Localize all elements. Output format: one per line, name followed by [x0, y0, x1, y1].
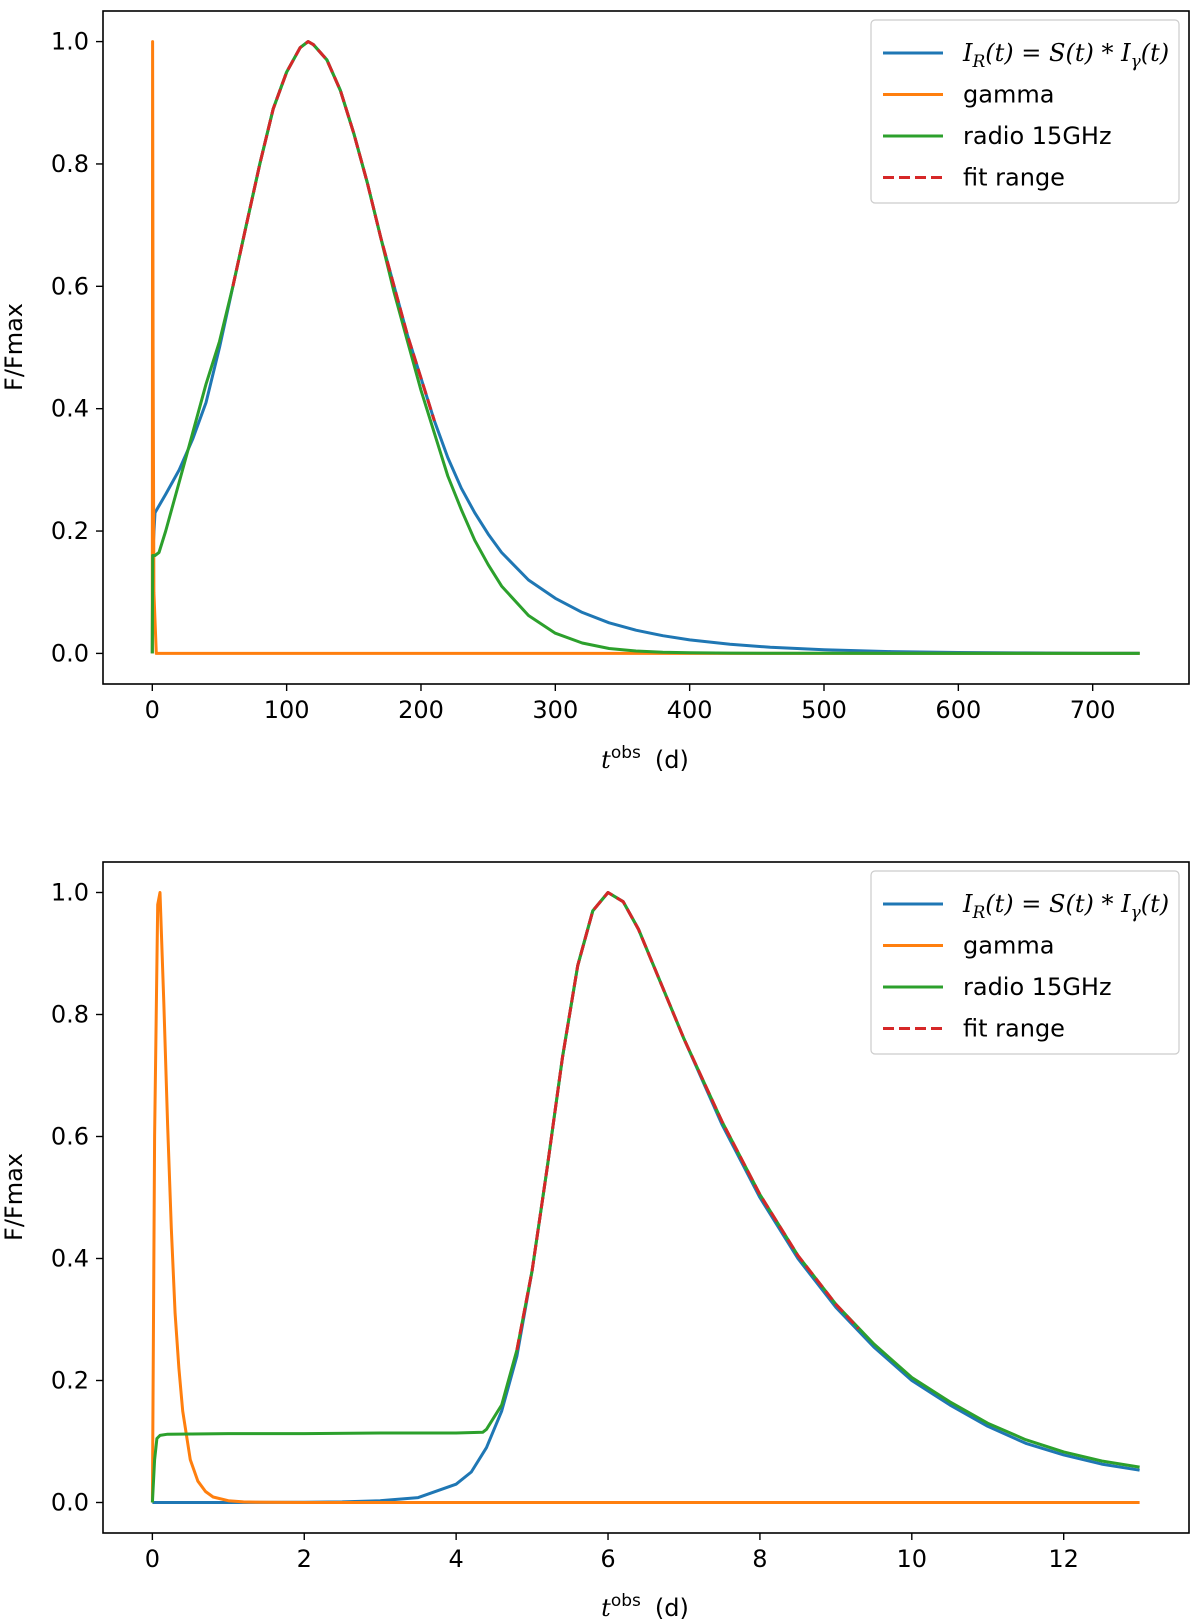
y-tick-label: 0.8 [51, 150, 89, 178]
legend-label: fit range [963, 164, 1065, 192]
legend-label: gamma [963, 81, 1054, 109]
axis-ticks: 0 100 200 300 400 500 600 700 0.0 0.2 0.4 0.6 0.8 1.0 [51, 28, 1116, 724]
y-tick-label: 0.6 [51, 272, 89, 300]
x-axis-label-sup: obs [611, 1591, 641, 1611]
x-tick-label: 200 [398, 696, 444, 724]
x-tick-label: 400 [667, 696, 713, 724]
series-line-gamma [150, 40, 1140, 655]
x-tick-label: 10 [897, 1545, 928, 1573]
x-tick-label: 300 [532, 696, 578, 724]
legend-label-part: I [962, 39, 973, 67]
x-tick-label: 0 [145, 696, 160, 724]
series-line-gamma [150, 891, 1140, 1504]
series-group [150, 891, 1140, 1504]
legend-label-part: (t) [1141, 890, 1169, 918]
x-tick-label: 2 [297, 1545, 312, 1573]
bottom-panel: 0 2 4 6 8 10 12 0.0 0.2 0.4 0.6 0.8 1.0 IR(t) = S(t)… [0, 861, 1190, 1622]
y-tick-label: 0.2 [51, 517, 89, 545]
series-line-fit-range [515, 891, 860, 1351]
y-tick-label: 1.0 [51, 28, 89, 56]
x-axis-label-main: t [601, 1594, 611, 1622]
legend-label-part: I [962, 890, 973, 918]
series-group [150, 40, 1140, 655]
x-tick-label: 8 [752, 1545, 767, 1573]
x-tick-label: 600 [935, 696, 981, 724]
legend: IR(t) = S(t) * Iγ(t) gamma radio 15GHz fit … [870, 19, 1180, 204]
x-axis-label-main: t [601, 746, 611, 774]
legend-label-part: (t) [1141, 39, 1169, 67]
legend-label-part: (t) = S(t) * I [985, 890, 1131, 918]
legend-label: IR(t) = S(t) * Iγ(t) [962, 39, 1169, 72]
plot-frame [102, 10, 1190, 685]
y-tick-label: 0.0 [51, 639, 89, 667]
y-tick-label: 0.6 [51, 1123, 89, 1151]
x-axis-label-sup: obs [611, 743, 641, 763]
series-line-radio-15ghz [150, 40, 1140, 655]
legend-label: fit range [963, 1015, 1065, 1043]
x-tick-label: 500 [801, 696, 847, 724]
legend-label-part: γ [1131, 52, 1142, 72]
x-tick-label: 100 [264, 696, 310, 724]
x-axis-label: tobs (d) [601, 743, 689, 774]
y-tick-label: 0.2 [51, 1367, 89, 1395]
x-axis-label-unit: (d) [655, 1594, 689, 1622]
y-tick-label: 0.4 [51, 395, 89, 423]
legend-label: IR(t) = S(t) * Iγ(t) [962, 890, 1169, 923]
x-tick-label: 0 [145, 1545, 160, 1573]
top-panel: 0 100 200 300 400 500 600 700 0.0 0.2 0.4 0.6 0.8 1.0… [0, 10, 1190, 774]
y-tick-label: 0.4 [51, 1245, 89, 1273]
legend-label-part: R [971, 52, 985, 72]
legend-label: radio 15GHz [963, 122, 1112, 150]
x-tick-label: 4 [448, 1545, 463, 1573]
y-axis-label: F/Fmax [0, 1153, 28, 1241]
legend-label-part: γ [1131, 903, 1142, 923]
x-tick-label: 700 [1070, 696, 1116, 724]
series-line-fit-range [231, 40, 436, 422]
legend-label: gamma [963, 932, 1054, 960]
x-tick-label: 6 [600, 1545, 615, 1573]
legend: IR(t) = S(t) * Iγ(t) gamma radio 15GHz fit … [870, 870, 1180, 1055]
plot-frame [102, 861, 1190, 1534]
y-tick-label: 1.0 [51, 879, 89, 907]
x-axis-label: tobs (d) [601, 1591, 689, 1622]
y-tick-label: 0.8 [51, 1001, 89, 1029]
y-axis-label: F/Fmax [0, 303, 28, 391]
legend-label: radio 15GHz [963, 973, 1112, 1001]
legend-box [870, 870, 1180, 1055]
legend-label-part: (t) = S(t) * I [985, 39, 1131, 67]
x-axis-label-unit: (d) [655, 746, 689, 774]
legend-box [870, 19, 1180, 204]
x-tick-label: 12 [1048, 1545, 1079, 1573]
y-tick-label: 0.0 [51, 1489, 89, 1517]
axis-ticks: 0 2 4 6 8 10 12 0.0 0.2 0.4 0.6 0.8 1.0 [51, 879, 1079, 1574]
legend-label-part: R [971, 903, 985, 923]
